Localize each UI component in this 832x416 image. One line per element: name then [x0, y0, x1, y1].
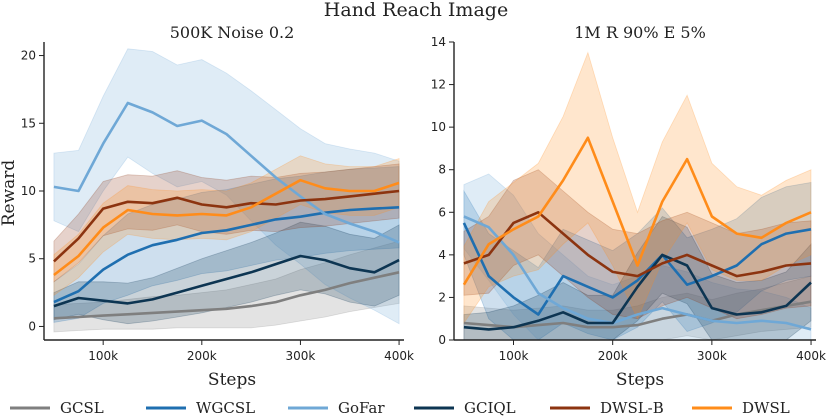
series-line-gciql: [53, 254, 400, 308]
legend-label-dwsl: DWSL: [742, 399, 790, 416]
series-line-dwsl: [53, 178, 400, 277]
series-line-dwsl-b: [53, 189, 400, 263]
series-lines-noise: [53, 101, 400, 320]
band-dwsl: [463, 51, 812, 325]
chart-panel-noise: 500K Noise 0.2 0 5 10 15 20 100k 200k 300k 400k…: [21, 23, 414, 390]
band-gofar: [53, 48, 400, 325]
y-ticks-noise: 0 5 10 15 20: [21, 49, 44, 333]
legend-label-gcsl: GCSL: [60, 399, 104, 416]
series-lines-r90: [462, 136, 812, 331]
series-line-gcsl: [53, 271, 400, 320]
y-tick-label: 10: [21, 184, 36, 198]
y-ticks-r90: 0 2 4 6 8 10 12 14: [431, 35, 454, 347]
series-line-gofar: [463, 215, 812, 331]
panel-title-noise: 500K Noise 0.2: [170, 23, 295, 42]
x-tick-label: 300k: [286, 349, 316, 363]
legend: GCSL WGCSL GoFar GCIQL DWSL-B DWSL: [10, 399, 790, 416]
x-tick-label: 400k: [384, 349, 414, 363]
legend-label-gciql: GCIQL: [464, 399, 516, 416]
legend-item-gciql: GCIQL: [414, 399, 516, 416]
legend-item-dwsl: DWSL: [692, 399, 790, 416]
x-tick-label: 200k: [187, 349, 217, 363]
y-tick-label: 4: [438, 248, 446, 262]
y-tick-label: 15: [21, 116, 36, 130]
series-line-gciql: [463, 253, 812, 331]
y-tick-label: 14: [431, 35, 446, 49]
x-tick-label: 100k: [88, 349, 118, 363]
legend-item-gofar: GoFar: [288, 399, 385, 416]
y-tick-label: 10: [431, 120, 446, 134]
series-line-gcsl: [463, 300, 812, 329]
legend-label-gofar: GoFar: [338, 399, 385, 416]
legend-label-dwsl-b: DWSL-B: [600, 399, 664, 416]
series-line-dwsl: [462, 136, 812, 286]
y-tick-label: 6: [438, 205, 446, 219]
y-tick-label: 2: [438, 290, 446, 304]
x-tick-label: 200k: [598, 349, 628, 363]
panel-title-r90: 1M R 90% E 5%: [574, 23, 706, 42]
band-dwsl-b: [53, 163, 400, 283]
legend-item-gcsl: GCSL: [10, 399, 104, 416]
series-line-gofar: [53, 101, 400, 244]
figure-title: Hand Reach Image: [324, 0, 508, 21]
x-axis-label-noise: Steps: [208, 370, 256, 390]
confidence-bands-r90: [463, 51, 812, 341]
x-axis-label-r90: Steps: [616, 370, 664, 390]
x-tick-label: 400k: [796, 349, 826, 363]
series-line-wgcsl: [462, 222, 812, 316]
series-line-dwsl-b: [463, 211, 812, 278]
y-tick-label: 0: [438, 333, 446, 347]
x-tick-label: 300k: [697, 349, 727, 363]
y-tick-label: 0: [28, 319, 36, 333]
band-gcsl: [53, 240, 400, 333]
x-tick-label: 100k: [499, 349, 529, 363]
legend-item-dwsl-b: DWSL-B: [550, 399, 664, 416]
x-ticks-noise: 100k 200k 300k 400k: [88, 340, 414, 363]
y-tick-label: 5: [28, 252, 36, 266]
x-ticks-r90: 100k 200k 300k 400k: [499, 340, 826, 363]
y-tick-label: 20: [21, 49, 36, 63]
series-line-wgcsl: [53, 206, 400, 304]
y-axis-label: Reward: [0, 160, 19, 227]
y-tick-label: 12: [431, 78, 446, 92]
band-gciql: [53, 221, 400, 325]
y-tick-label: 8: [438, 163, 446, 177]
legend-item-wgcsl: WGCSL: [146, 399, 255, 416]
legend-label-wgcsl: WGCSL: [196, 399, 255, 416]
chart-panel-r90: 1M R 90% E 5% 0 2 4 6 8 10 12 14 100k 200k 300k 40…: [431, 23, 826, 390]
